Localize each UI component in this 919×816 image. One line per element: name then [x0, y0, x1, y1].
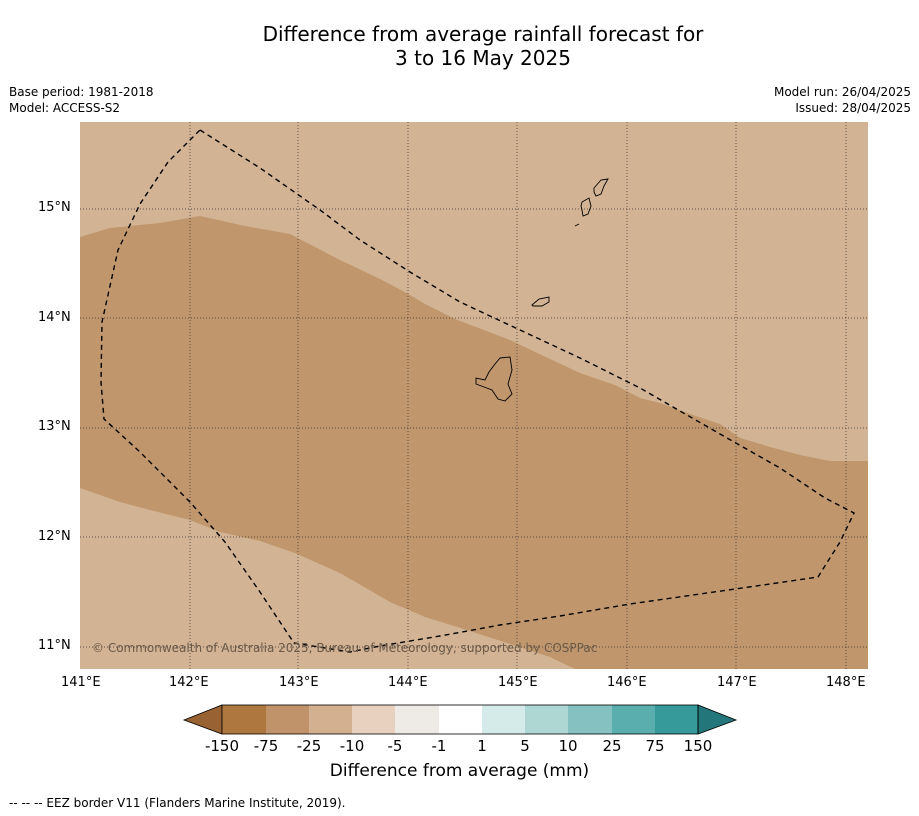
colorbar-min-arrow: [182, 704, 223, 735]
lon-label-148: 148°E: [826, 675, 866, 690]
issued-date: Issued: 28/04/2025: [795, 101, 911, 115]
lon-label-146: 146°E: [607, 675, 647, 690]
cbar-tick-12: 150: [683, 737, 713, 755]
eez-footnote: -- -- -- EEZ border V11 (Flanders Marine…: [9, 796, 346, 810]
title-line-1: Difference from average rainfall forecas…: [262, 22, 704, 46]
colorbar-seg-7: [482, 705, 525, 734]
colorbar-seg-11: [655, 705, 698, 734]
colorbar-svg: [182, 704, 738, 735]
colorbar-seg-3: [309, 705, 352, 734]
lon-label-145: 145°E: [498, 675, 538, 690]
lon-label-141: 141°E: [61, 675, 101, 690]
meta-right: Model run: 26/04/2025 Issued: 28/04/2025: [774, 84, 911, 116]
saipan-island: [593, 178, 609, 197]
colorbar-max-arrow: [697, 704, 738, 735]
lat-label-13: 13°N: [38, 419, 71, 434]
colorbar-seg-5: [395, 705, 439, 734]
model-name: Model: ACCESS-S2: [9, 101, 121, 115]
cbar-tick-6: -1: [431, 737, 447, 755]
lat-label-14: 14°N: [38, 310, 71, 325]
colorbar-seg-4: [352, 705, 395, 734]
map-svg: [80, 122, 868, 669]
colorbar-title: Difference from average (mm): [329, 761, 590, 781]
cbar-tick-2: -75: [253, 737, 279, 755]
cbar-tick-8: 5: [520, 737, 530, 755]
colorbar: [182, 704, 738, 735]
lon-label-143: 143°E: [279, 675, 319, 690]
cbar-tick-9: 10: [558, 737, 578, 755]
lon-label-144: 144°E: [388, 675, 428, 690]
cbar-tick-10: 25: [602, 737, 622, 755]
colorbar-outline: [221, 704, 699, 735]
island-outlines: [475, 178, 609, 402]
base-period: Base period: 1981-2018: [9, 85, 154, 99]
cbar-tick-11: 75: [645, 737, 665, 755]
aguijan-islet: [574, 223, 580, 227]
colorbar-seg-10: [612, 705, 655, 734]
cbar-tick-1: -150: [204, 737, 240, 755]
colorbar-seg-9: [568, 705, 612, 734]
copyright-note: © Commonwealth of Australia 2025, Bureau…: [92, 641, 598, 655]
title-line-2: 3 to 16 May 2025: [395, 46, 571, 70]
chart-title: Difference from average rainfall forecas…: [0, 22, 919, 70]
lon-label-142: 142°E: [169, 675, 209, 690]
lon-label-147: 147°E: [717, 675, 757, 690]
colorbar-seg-6: [439, 705, 482, 734]
gridlines: [80, 122, 868, 669]
colorbar-seg-8: [525, 705, 568, 734]
cbar-tick-5: -5: [387, 737, 403, 755]
guam-island: [475, 356, 513, 402]
model-run: Model run: 26/04/2025: [773, 85, 911, 99]
moderate-dry-band: [80, 216, 868, 669]
lat-label-15: 15°N: [38, 200, 71, 215]
lat-label-12: 12°N: [38, 529, 71, 544]
map-panel: © Commonwealth of Australia 2025, Bureau…: [80, 122, 868, 669]
colorbar-seg-2: [266, 705, 309, 734]
cbar-tick-4: -10: [339, 737, 365, 755]
lat-label-11: 11°N: [38, 638, 71, 653]
rota-island: [531, 296, 550, 307]
meta-left: Base period: 1981-2018 Model: ACCESS-S2: [9, 84, 154, 116]
colorbar-seg-1: [222, 705, 266, 734]
tinian-island: [580, 197, 592, 217]
cbar-tick-7: 1: [477, 737, 487, 755]
cbar-tick-3: -25: [296, 737, 322, 755]
